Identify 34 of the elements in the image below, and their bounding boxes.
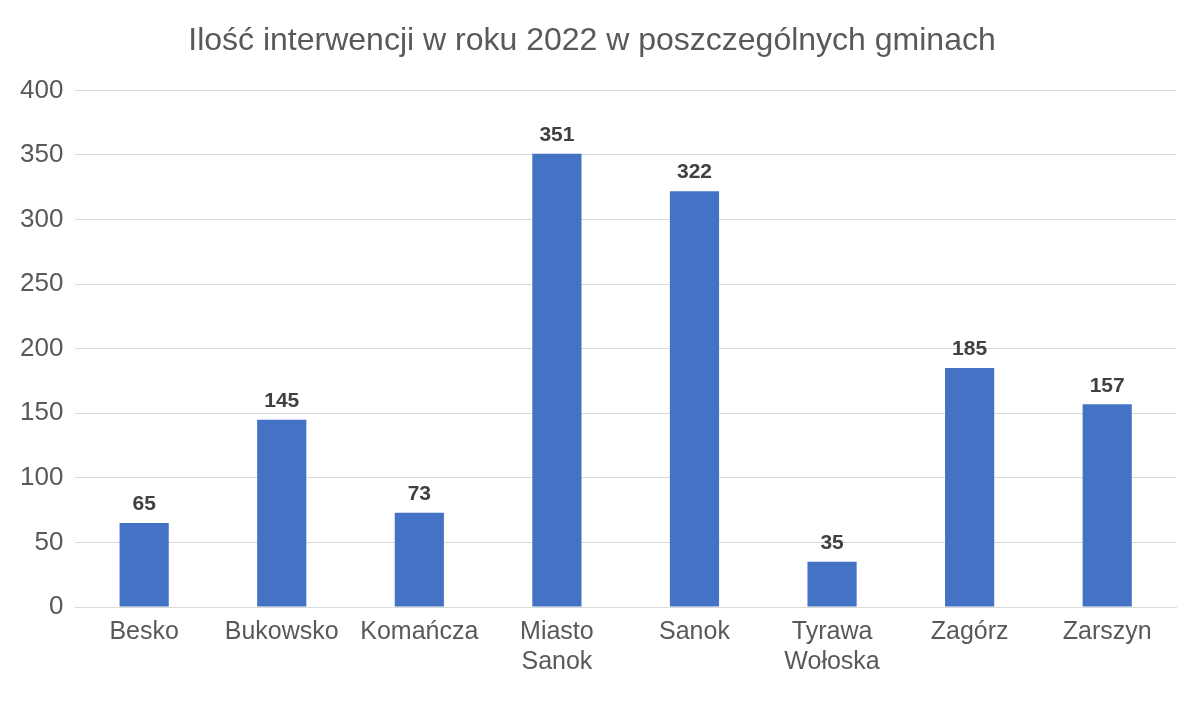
x-tick-label: Komańcza bbox=[360, 615, 479, 644]
y-tick-label: 300 bbox=[19, 202, 64, 233]
bar bbox=[807, 561, 857, 607]
data-label: 35 bbox=[820, 530, 845, 554]
bar bbox=[532, 153, 582, 607]
y-tick-label: 350 bbox=[19, 138, 64, 169]
data-label: 73 bbox=[407, 481, 431, 505]
x-tick-label: Miasto Sanok bbox=[520, 615, 594, 674]
data-label: 351 bbox=[539, 121, 575, 145]
x-tick-label: Zagórz bbox=[930, 615, 1009, 644]
x-tick-label: Sanok bbox=[659, 615, 731, 644]
bar bbox=[257, 419, 307, 607]
bar bbox=[945, 368, 995, 607]
x-tick-label: Besko bbox=[109, 615, 179, 644]
bar bbox=[1082, 404, 1132, 607]
x-tick-label: Bukowsko bbox=[224, 615, 339, 644]
bar bbox=[669, 191, 720, 607]
x-tick-label: Zarszyn bbox=[1062, 615, 1152, 644]
data-label: 322 bbox=[676, 159, 712, 183]
y-tick-label: 150 bbox=[19, 396, 64, 427]
chart-title: Ilość interwencji w roku 2022 w poszczególnych gminach bbox=[188, 21, 996, 58]
x-tick-label: Tyrawa Wołoska bbox=[784, 615, 880, 674]
y-tick-label: 250 bbox=[19, 267, 64, 298]
bar bbox=[394, 512, 444, 607]
y-tick-label: 50 bbox=[34, 525, 64, 556]
y-tick-label: 400 bbox=[19, 73, 64, 104]
bar bbox=[119, 523, 169, 607]
y-tick-label: 0 bbox=[48, 590, 64, 621]
y-tick-label: 100 bbox=[19, 461, 64, 492]
data-label: 185 bbox=[952, 336, 988, 360]
y-tick-label: 200 bbox=[19, 331, 64, 362]
data-label: 157 bbox=[1089, 372, 1125, 396]
data-label: 65 bbox=[132, 491, 157, 515]
data-label: 145 bbox=[264, 388, 300, 412]
